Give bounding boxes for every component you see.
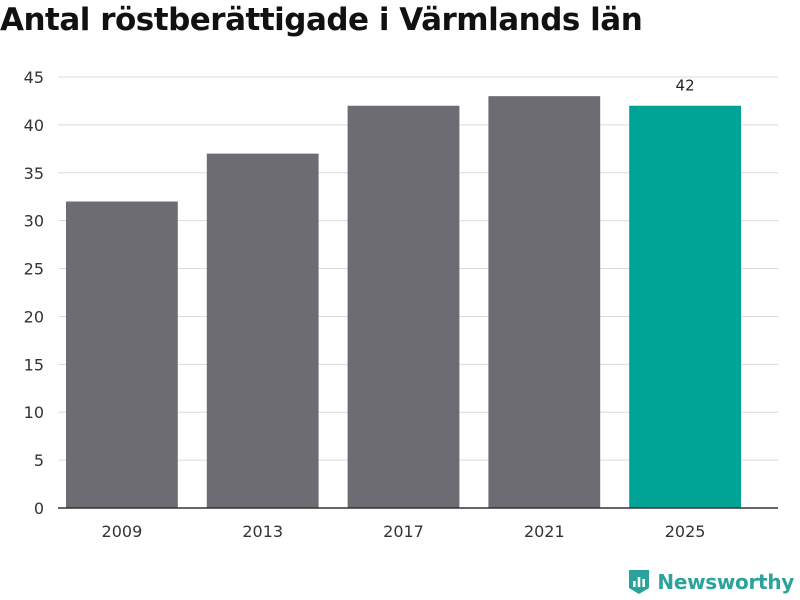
chart-title: Antal röstberättigade i Värmlands län (0, 2, 643, 38)
y-tick-label: 40 (24, 116, 44, 135)
x-tick-label: 2017 (383, 522, 424, 541)
y-tick-label: 45 (24, 68, 44, 87)
y-tick-label: 35 (24, 164, 44, 183)
y-tick-label: 10 (24, 403, 44, 422)
y-tick-label: 25 (24, 260, 44, 279)
y-tick-label: 0 (34, 499, 44, 518)
bar-2021 (488, 96, 601, 509)
bar-2009 (66, 201, 178, 508)
y-tick-label: 20 (24, 307, 44, 326)
x-tick-label: 2025 (665, 522, 706, 541)
bar-2017 (347, 105, 460, 508)
x-tick-label: 2013 (242, 522, 283, 541)
brand-name: Newsworthy (657, 570, 794, 594)
newsworthy-logo-icon (629, 570, 650, 594)
bar-2013 (206, 153, 319, 508)
y-tick-label: 30 (24, 212, 44, 231)
bar-2025 (629, 105, 741, 508)
bars (66, 96, 741, 509)
x-tick-label: 2021 (524, 522, 565, 541)
y-tick-label: 5 (34, 451, 44, 470)
y-tick-label: 15 (24, 355, 44, 374)
brand-footer: Newsworthy (627, 568, 794, 596)
data-label-2025: 42 (676, 77, 695, 95)
x-tick-label: 2009 (102, 522, 143, 541)
